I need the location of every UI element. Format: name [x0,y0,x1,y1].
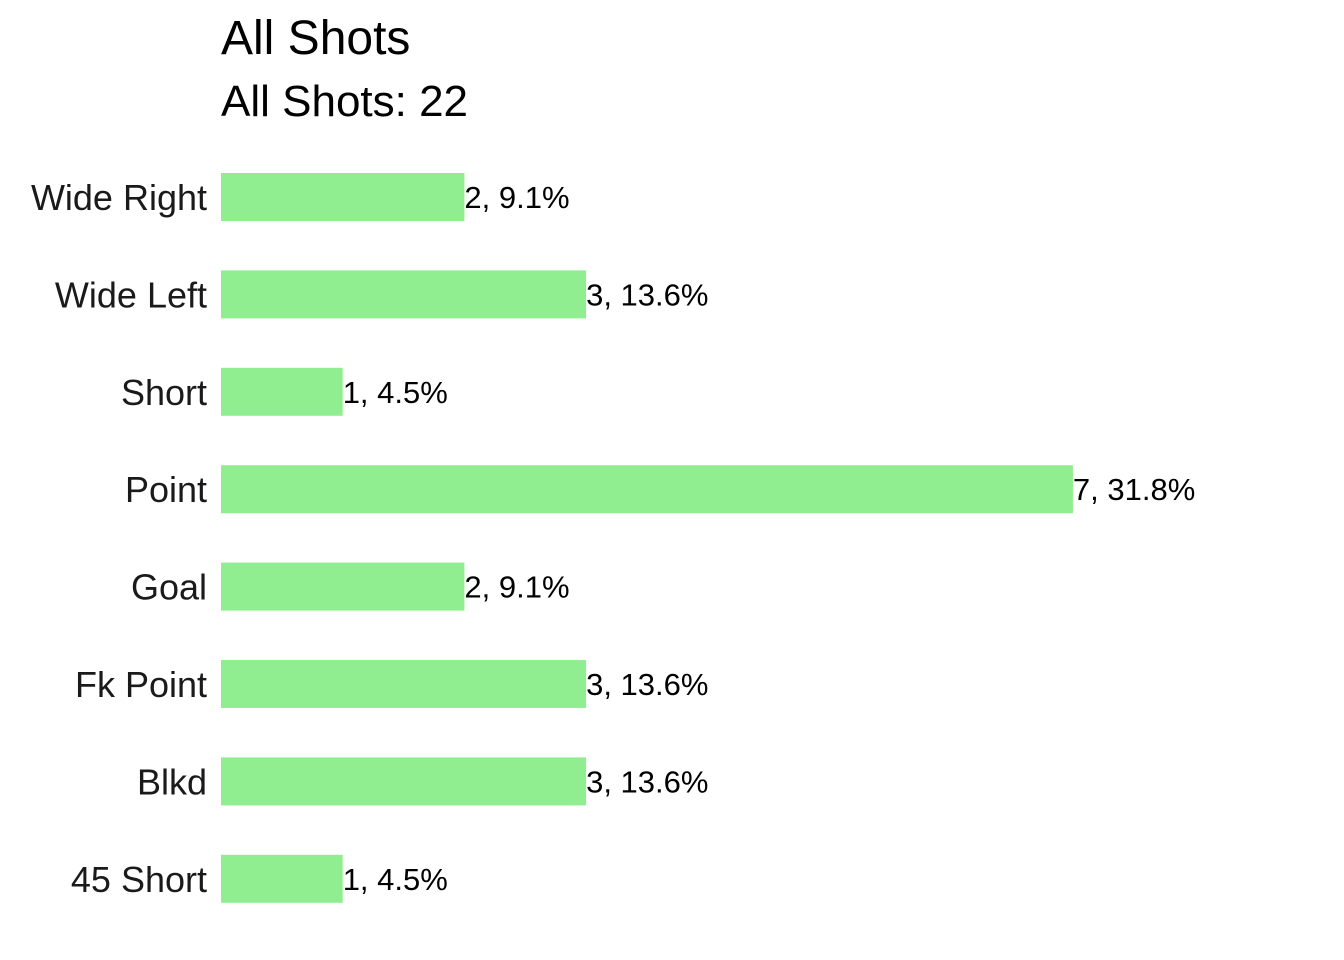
data-label: 2, 9.1% [464,180,569,215]
data-labels-group: 2, 9.1% 3, 13.6% 1, 4.5% 7, 31.8% 2, 9.1% 3, … [343,180,1196,897]
data-label: 1, 4.5% [343,862,448,897]
category-label: Point [125,469,207,510]
data-label: 3, 13.6% [586,667,708,702]
bar-point [221,465,1073,514]
category-label: Wide Left [55,274,207,315]
bar-short [221,367,343,416]
chart-subtitle: All Shots: 22 [221,77,468,126]
category-label: 45 Short [71,859,207,900]
category-label: Short [121,372,207,413]
data-label: 3, 13.6% [586,764,708,799]
category-label: Fk Point [75,664,207,705]
bar-goal [221,562,465,611]
bar-wide-right [221,173,465,221]
bar-fk-point [221,660,587,708]
data-label: 3, 13.6% [586,277,708,312]
data-label: 7, 31.8% [1073,472,1195,507]
data-label: 1, 4.5% [343,375,448,410]
bars-group [221,173,1073,903]
bar-blkd [221,757,587,806]
data-label: 2, 9.1% [464,570,569,605]
category-label: Wide Right [31,177,207,218]
bar-wide-left [221,270,587,319]
category-labels-group: Wide Right Wide Left Short Point Goal Fk Poin… [31,177,207,900]
category-label: Blkd [137,761,207,802]
chart-title: All Shots [221,12,410,65]
category-label: Goal [131,567,207,608]
bar-45-short [221,854,343,903]
